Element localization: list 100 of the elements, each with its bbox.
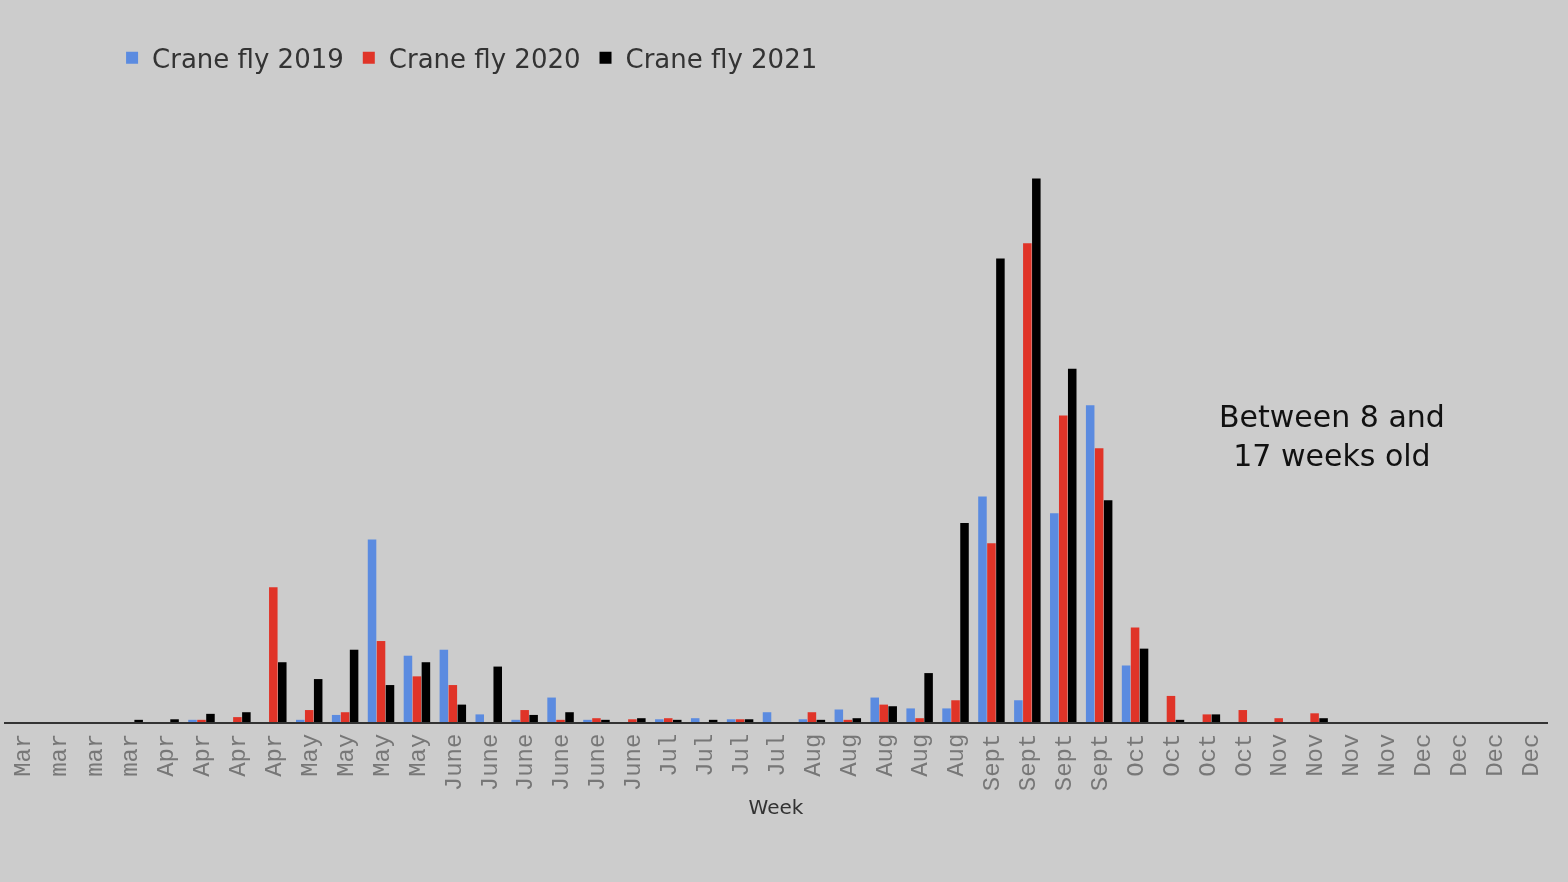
bar xyxy=(1139,648,1149,722)
bar xyxy=(565,712,574,722)
bar xyxy=(1014,700,1023,722)
bar xyxy=(529,714,538,722)
bar xyxy=(1067,368,1077,722)
bar xyxy=(304,710,314,722)
x-tick-label: Apr xyxy=(153,733,181,777)
bar xyxy=(349,649,359,722)
bar xyxy=(188,719,197,722)
x-tick-label: Nov xyxy=(1338,733,1366,777)
x-tick-label: Aug xyxy=(799,733,827,777)
x-tick-label: Sept xyxy=(979,733,1007,792)
bar xyxy=(331,714,341,722)
bar xyxy=(924,673,933,722)
bar xyxy=(744,719,754,722)
x-tick-label: Apr xyxy=(225,733,253,777)
bar xyxy=(942,708,951,722)
x-tick-label: Jul xyxy=(727,733,755,777)
x-tick-label: Mar xyxy=(9,733,37,777)
bar xyxy=(206,713,215,722)
bar xyxy=(601,719,610,722)
bar xyxy=(197,719,206,722)
x-tick-label: Aug xyxy=(907,733,935,777)
bar xyxy=(637,718,646,722)
x-tick-label: Dec xyxy=(1481,733,1509,777)
bar xyxy=(583,719,592,722)
bar xyxy=(457,704,467,722)
x-tick-label: June xyxy=(440,733,468,792)
bar xyxy=(1238,710,1248,722)
bar xyxy=(834,709,844,722)
bar xyxy=(888,706,897,722)
bar xyxy=(170,719,179,722)
bar xyxy=(852,718,862,722)
x-tick-label: Oct xyxy=(1194,733,1222,777)
bar xyxy=(628,719,637,722)
bar xyxy=(960,523,969,722)
bar xyxy=(987,543,996,722)
bar xyxy=(1058,415,1068,722)
bar xyxy=(1050,513,1059,722)
bar xyxy=(340,712,350,722)
bar xyxy=(951,700,960,722)
bar xyxy=(726,719,736,722)
x-tick-label: mar xyxy=(117,733,145,777)
bar xyxy=(1211,714,1221,722)
x-tick-label: June xyxy=(476,733,504,792)
bar xyxy=(1032,178,1041,722)
x-tick-label: Oct xyxy=(1230,733,1258,777)
bar xyxy=(313,679,323,722)
bar xyxy=(367,539,377,722)
bar xyxy=(385,685,395,722)
bar xyxy=(403,655,413,722)
x-tick-label: June xyxy=(512,733,540,792)
x-tick-label: Dec xyxy=(1446,733,1474,777)
bar xyxy=(978,496,987,722)
x-tick-label: Jul xyxy=(763,733,791,777)
bar xyxy=(1103,500,1113,722)
bar xyxy=(762,712,772,722)
bar xyxy=(295,719,305,722)
bar xyxy=(906,708,915,722)
bar xyxy=(1130,627,1140,722)
x-tick-label: Dec xyxy=(1410,733,1438,777)
x-tick-label: Sept xyxy=(1051,733,1079,792)
x-tick-label: Sept xyxy=(1015,733,1043,792)
bar xyxy=(879,704,888,722)
bar xyxy=(448,685,458,722)
x-tick-label: May xyxy=(404,733,432,777)
x-tick-label: May xyxy=(297,733,325,777)
bar xyxy=(664,718,673,722)
bar xyxy=(690,718,700,722)
x-tick-label: mar xyxy=(45,733,73,777)
bar xyxy=(511,719,520,722)
x-tick-label: mar xyxy=(81,733,109,777)
x-tick-label: Nov xyxy=(1374,733,1402,777)
bar xyxy=(870,697,880,722)
bar xyxy=(269,587,278,722)
x-tick-label: Sept xyxy=(1086,733,1114,792)
bar xyxy=(547,697,556,722)
x-tick-label: Aug xyxy=(943,733,971,777)
bar xyxy=(1310,713,1319,722)
x-tick-label: Aug xyxy=(835,733,863,777)
bar xyxy=(1166,695,1176,722)
x-tick-label: Nov xyxy=(1302,733,1330,777)
bar xyxy=(376,641,386,722)
bar xyxy=(134,719,143,722)
bar xyxy=(556,719,565,722)
bar xyxy=(592,718,601,722)
bar xyxy=(735,719,745,722)
bar xyxy=(807,712,817,722)
x-tick-label: May xyxy=(368,733,396,777)
annotation: Between 8 and 17 weeks old xyxy=(1219,399,1445,473)
bar xyxy=(520,710,529,722)
x-tick-label: Nov xyxy=(1266,733,1294,777)
x-tick-label: June xyxy=(584,733,612,792)
x-tick-label: Oct xyxy=(1158,733,1186,777)
x-tick-label: Jul xyxy=(691,733,719,777)
bar xyxy=(475,714,485,722)
bar xyxy=(233,717,242,722)
x-tick-label: May xyxy=(332,733,360,777)
bar xyxy=(1121,665,1131,722)
x-tick-label: Aug xyxy=(871,733,899,777)
